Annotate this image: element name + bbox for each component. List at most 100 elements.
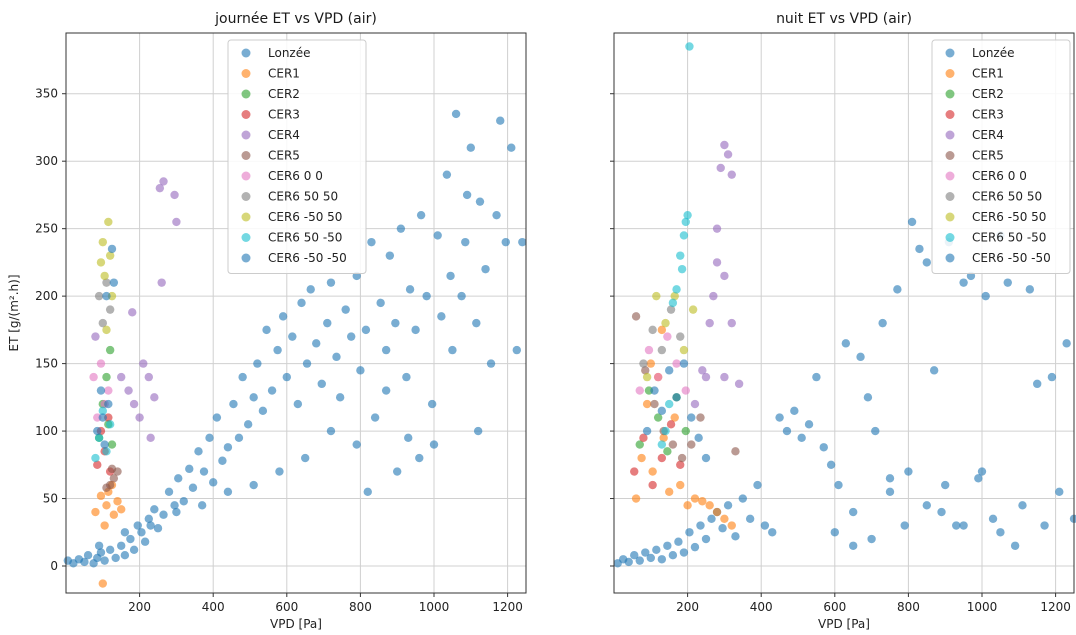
legend-marker <box>945 110 955 119</box>
data-point <box>275 467 284 476</box>
data-point <box>690 542 700 552</box>
data-point <box>731 532 740 541</box>
data-point <box>904 467 913 476</box>
data-point <box>624 557 633 567</box>
data-point <box>323 318 332 328</box>
data-point <box>172 507 181 517</box>
x-tick-label: 200 <box>676 600 699 614</box>
data-point <box>988 514 998 523</box>
data-point <box>657 440 667 449</box>
data-point <box>223 487 233 496</box>
data-point <box>102 483 111 492</box>
x-tick-label: 600 <box>275 600 298 614</box>
data-point <box>804 420 814 429</box>
data-point <box>212 413 222 422</box>
data-point <box>94 541 104 550</box>
data-point <box>144 372 153 382</box>
data-point <box>91 507 100 517</box>
data-point <box>652 291 661 301</box>
data-point <box>694 433 703 443</box>
data-point <box>126 534 135 544</box>
data-point <box>720 514 729 523</box>
data-point <box>402 372 411 382</box>
data-point <box>282 372 291 382</box>
data-point <box>642 399 652 409</box>
data-point <box>768 528 777 537</box>
data-point <box>253 359 262 368</box>
data-point <box>635 386 644 395</box>
legend-marker <box>945 89 955 99</box>
data-point <box>652 545 661 555</box>
data-point <box>462 190 472 200</box>
data-point <box>437 312 446 321</box>
data-point <box>107 464 117 474</box>
x-axis-label-right: VPD [Pa] <box>818 617 870 631</box>
data-point <box>117 541 126 550</box>
data-point <box>841 339 851 348</box>
data-point <box>404 433 413 443</box>
data-point <box>405 285 415 294</box>
data-point <box>878 318 887 328</box>
legend-left: Lonzée CER1 CER2 CER3 CER4 CER5 CER6 0 0 CER6 5… <box>227 39 367 274</box>
data-point <box>80 557 89 567</box>
data-point <box>665 487 674 496</box>
data-point <box>174 474 183 483</box>
data-point <box>317 379 326 389</box>
data-point <box>922 258 931 267</box>
data-point <box>929 366 939 375</box>
data-point <box>885 474 895 483</box>
data-point <box>900 521 909 530</box>
data-point <box>681 217 690 227</box>
y-tick-label: 50 <box>43 492 58 506</box>
data-point <box>172 217 181 227</box>
legend-marker <box>945 192 955 201</box>
data-point <box>461 237 470 247</box>
legend-box <box>227 39 367 274</box>
data-point <box>109 278 119 287</box>
data-point <box>140 537 150 546</box>
data-point <box>293 399 303 409</box>
data-point <box>416 210 426 220</box>
x-tick-label: 1000 <box>967 600 998 614</box>
legend-marker <box>945 171 955 181</box>
data-point <box>267 386 277 395</box>
data-point <box>676 251 685 260</box>
data-point <box>113 497 122 506</box>
points-left <box>63 109 527 588</box>
legend-marker <box>945 212 955 222</box>
data-point <box>1069 514 1076 523</box>
data-point <box>306 285 315 294</box>
data-point <box>705 501 714 510</box>
legend-marker <box>241 110 251 119</box>
data-point <box>727 318 736 328</box>
legend-entry: CER6 -50 50 <box>268 210 342 224</box>
data-point <box>107 440 117 449</box>
legend-entry: CER6 50 -50 <box>972 231 1046 245</box>
data-point <box>812 372 821 382</box>
data-point <box>335 393 345 402</box>
x-tick-label: 1200 <box>492 600 523 614</box>
data-point <box>1025 285 1035 294</box>
data-point <box>98 413 108 422</box>
data-point <box>105 305 115 314</box>
data-point <box>672 285 681 294</box>
x-tick-label: 600 <box>823 600 846 614</box>
data-point <box>712 224 722 233</box>
data-point <box>197 501 207 510</box>
data-point <box>356 366 365 375</box>
data-point <box>688 305 698 314</box>
data-point <box>385 251 395 260</box>
data-point <box>199 467 209 476</box>
data-point <box>102 325 111 335</box>
data-point <box>302 359 312 368</box>
data-point <box>631 494 641 503</box>
data-point <box>150 393 159 402</box>
legend-entry: CER6 -50 50 <box>972 210 1046 224</box>
data-point <box>716 163 725 173</box>
data-point <box>642 426 652 436</box>
data-point <box>102 291 111 301</box>
data-point <box>685 528 694 537</box>
data-point <box>705 318 714 328</box>
data-point <box>288 332 297 341</box>
